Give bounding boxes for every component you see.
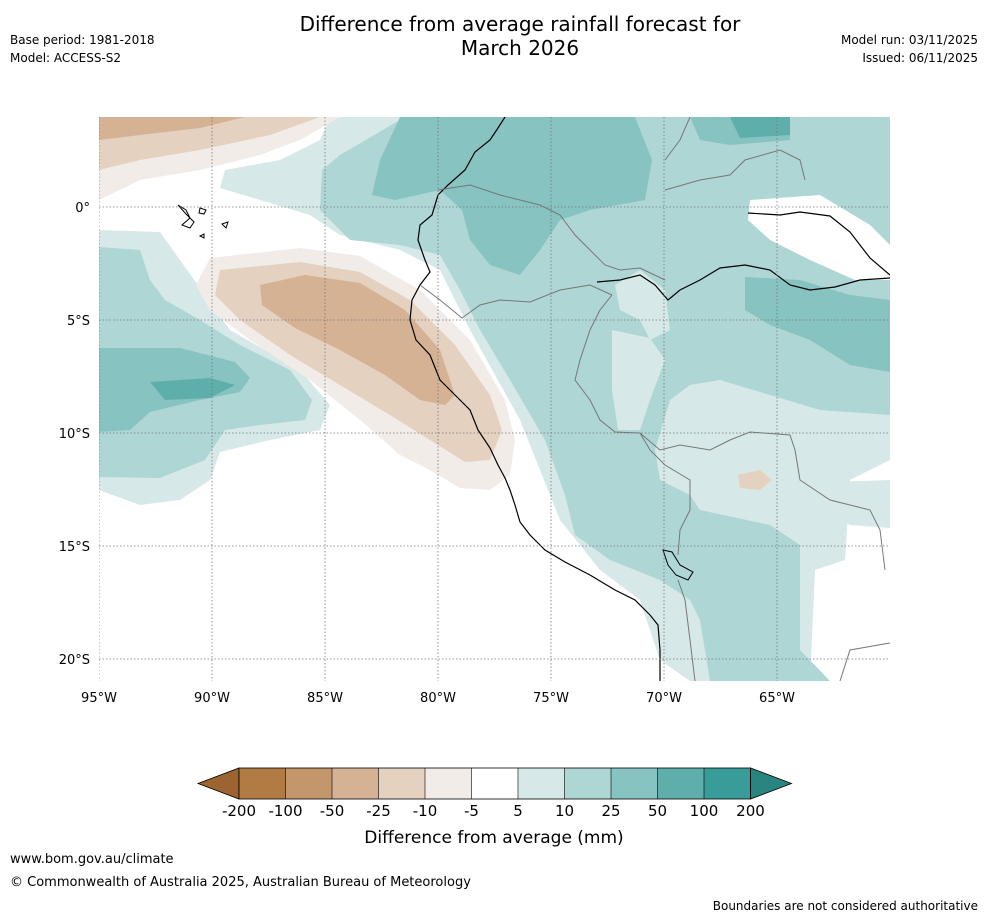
lon-label-65w: 65°W <box>759 691 795 706</box>
legend-tick: -200 <box>222 802 256 820</box>
issued-label: Issued: 06/11/2025 <box>862 51 978 65</box>
legend-tick: 100 <box>690 802 719 820</box>
lon-label-85w: 85°W <box>307 691 343 706</box>
anomaly-25-50-north <box>372 117 652 275</box>
legend-swatch <box>657 768 704 799</box>
lake-titicaca <box>662 549 694 581</box>
legend-tick: -25 <box>366 802 391 820</box>
legend-tick: -5 <box>464 802 479 820</box>
legend-swatch <box>704 768 751 799</box>
lon-label-75w: 75°W <box>533 691 569 706</box>
anomaly-dry-nw-25 <box>99 117 245 140</box>
legend-tick: 200 <box>736 802 765 820</box>
model-run-label: Model run: 03/11/2025 <box>840 33 978 47</box>
anomaly-dry-small <box>738 470 772 490</box>
lon-label-70w: 70°W <box>646 691 682 706</box>
amazon-river <box>596 264 890 301</box>
lat-label-10s: 10°S <box>59 427 90 442</box>
legend-swatch <box>611 768 658 799</box>
legend-border <box>238 767 751 800</box>
header-right-meta: Model run: 03/11/2025 Issued: 06/11/2025 <box>841 31 978 67</box>
legend-tick: 5 <box>513 802 523 820</box>
legend-swatch <box>378 768 425 799</box>
legend-swatch <box>425 768 472 799</box>
footer-url: www.bom.gov.au/climate <box>10 852 174 867</box>
header-left-meta: Base period: 1981-2018 Model: ACCESS-S2 <box>10 31 155 67</box>
title-line-2: March 2026 <box>460 36 580 60</box>
anomaly-50-100-ne <box>730 117 790 138</box>
lon-label-80w: 80°W <box>420 691 456 706</box>
legend-tick: -50 <box>320 802 345 820</box>
legend-tick: 10 <box>555 802 574 820</box>
footer-note: Boundaries are not considered authoritat… <box>712 899 978 913</box>
longitude-labels: 95°W 90°W 85°W 80°W 75°W 70°W 65°W <box>81 691 795 706</box>
lat-label-20s: 20°S <box>59 653 90 668</box>
legend-title: Difference from average (mm) <box>364 828 623 848</box>
legend-swatch <box>239 768 286 799</box>
lat-label-5s: 5°S <box>67 314 90 329</box>
legend-tick: -100 <box>268 802 302 820</box>
anomaly-dry-plume-25 <box>260 275 455 405</box>
latitude-labels: 0° 5°S 10°S 15°S 20°S <box>59 201 90 668</box>
rio-negro <box>747 211 890 276</box>
legend-swatch <box>518 768 565 799</box>
lat-label-15s: 15°S <box>59 540 90 555</box>
legend-swatch <box>285 768 332 799</box>
legend-swatch <box>332 768 379 799</box>
base-period-label: Base period: 1981-2018 <box>10 33 155 47</box>
legend-tick: 25 <box>601 802 620 820</box>
legend-swatch <box>471 768 518 799</box>
title-line-1: Difference from average rainfall forecas… <box>299 12 741 36</box>
galapagos-islands <box>177 204 229 239</box>
lon-label-95w: 95°W <box>81 691 117 706</box>
anomaly-5-10-small <box>832 480 890 528</box>
rainfall-map <box>99 117 890 681</box>
legend-extend-low <box>196 767 240 800</box>
page-title: Difference from average rainfall forecas… <box>190 12 850 60</box>
lat-label-0: 0° <box>75 201 90 216</box>
near-average-hole-2 <box>615 270 670 340</box>
anomaly-25-50-east <box>745 277 890 372</box>
model-label: Model: ACCESS-S2 <box>10 51 122 65</box>
anomaly-50-100-west <box>150 378 235 400</box>
anomaly-10-25-east <box>320 117 890 681</box>
country-borders <box>419 117 890 681</box>
lon-label-90w: 90°W <box>194 691 230 706</box>
near-average-hole-3 <box>612 330 665 430</box>
legend-extend-high <box>750 767 793 800</box>
near-average-hole-1 <box>748 195 890 280</box>
legend-tick: 50 <box>648 802 667 820</box>
legend-tick-labels: -200 -100 -50 -25 -10 -5 5 10 25 50 100 … <box>222 802 765 820</box>
graticule <box>99 117 890 681</box>
legend-swatch <box>564 768 611 799</box>
legend-tick: -10 <box>413 802 438 820</box>
footer-copyright: © Commonwealth of Australia 2025, Austra… <box>10 875 471 890</box>
legend-colorbar <box>196 767 793 800</box>
